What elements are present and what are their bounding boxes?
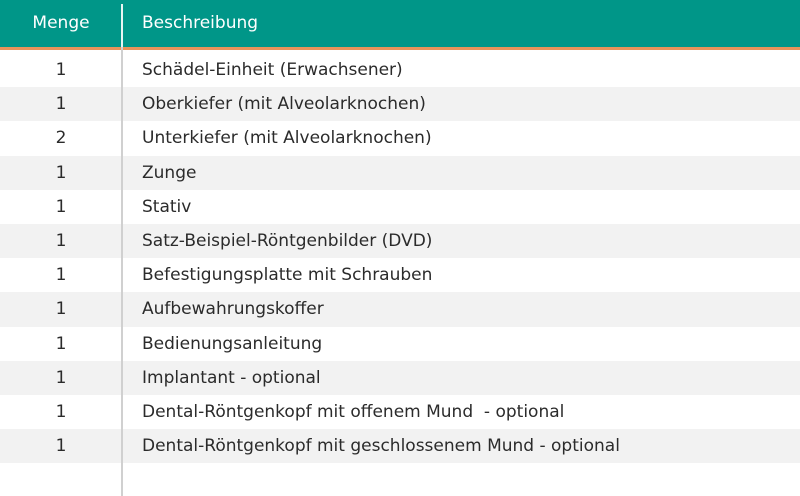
table-row: 1 Befestigungsplatte mit Schrauben	[0, 258, 800, 292]
description-cell: Bedienungsanleitung	[142, 333, 323, 354]
table-row: 1 Schädel-Einheit (Erwachsener)	[0, 53, 800, 87]
table-header: Menge Beschreibung	[0, 0, 800, 48]
table-body: 1 Schädel-Einheit (Erwachsener) 1 Oberki…	[0, 53, 800, 464]
table-row: 1 Dental-Röntgenkopf mit geschlossenem M…	[0, 429, 800, 464]
column-header-quantity: Menge	[32, 13, 90, 33]
quantity-cell: 1	[55, 299, 67, 320]
quantity-cell: 1	[55, 265, 67, 286]
quantity-cell: 1	[55, 196, 67, 217]
column-divider-header	[121, 4, 123, 47]
table-row: 1 Satz-Beispiel-Röntgenbilder (DVD)	[0, 223, 800, 259]
column-header-description: Beschreibung	[142, 13, 259, 33]
table-row: 1 Implantant - optional	[0, 360, 800, 395]
description-cell: Zunge	[142, 162, 197, 183]
quantity-cell: 1	[55, 436, 67, 457]
description-cell: Satz-Beispiel-Röntgenbilder (DVD)	[142, 230, 433, 251]
table-row: 1 Bedienungsanleitung	[0, 327, 800, 361]
table-row: 2 Unterkiefer (mit Alveolarknochen)	[0, 121, 800, 155]
description-cell: Unterkiefer (mit Alveolarknochen)	[142, 128, 432, 149]
quantity-cell: 1	[55, 60, 67, 80]
table-row: 1 Dental-Röntgenkopf mit offenem Mund - …	[0, 395, 800, 429]
table-row: 1 Zunge	[0, 155, 800, 190]
description-cell: Befestigungsplatte mit Schrauben	[142, 265, 433, 286]
quantity-cell: 1	[55, 401, 67, 422]
table-row: 1 Aufbewahrungskoffer	[0, 292, 800, 327]
quantity-cell: 1	[55, 333, 67, 354]
header-accent-line	[0, 47, 800, 50]
description-cell: Schädel-Einheit (Erwachsener)	[142, 60, 403, 80]
description-cell: Dental-Röntgenkopf mit geschlossenem Mun…	[142, 436, 620, 457]
quantity-cell: 1	[55, 162, 67, 183]
quantity-cell: 1	[55, 94, 67, 115]
description-cell: Stativ	[142, 196, 192, 217]
description-cell: Aufbewahrungskoffer	[142, 299, 324, 320]
description-cell: Oberkiefer (mit Alveolarknochen)	[142, 94, 426, 115]
column-divider	[121, 4, 123, 496]
quantity-cell: 2	[55, 128, 67, 149]
quantity-cell: 1	[55, 230, 67, 251]
description-cell: Implantant - optional	[142, 367, 321, 388]
description-cell: Dental-Röntgenkopf mit offenem Mund - op…	[142, 401, 565, 422]
table-row: 1 Stativ	[0, 190, 800, 224]
quantity-cell: 1	[55, 367, 67, 388]
table-row: 1 Oberkiefer (mit Alveolarknochen)	[0, 87, 800, 122]
